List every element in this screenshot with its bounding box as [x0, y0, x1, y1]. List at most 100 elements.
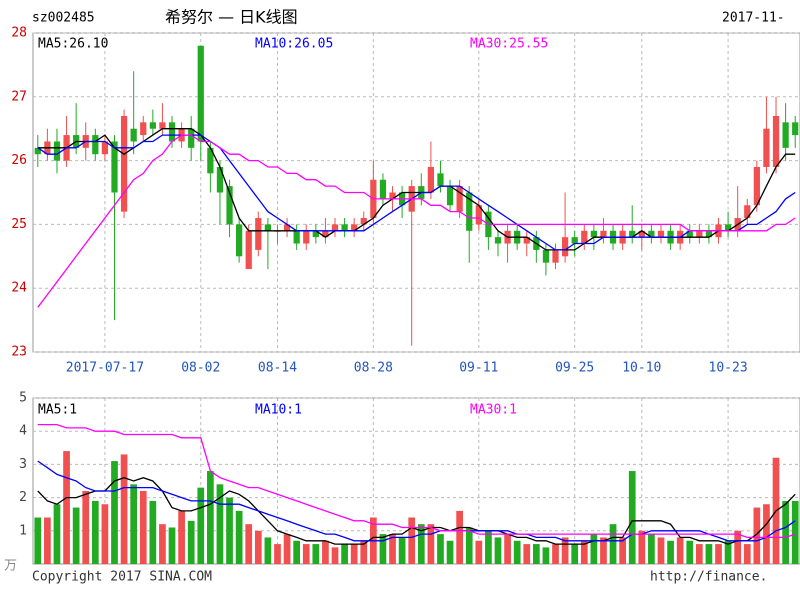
- y-tick-label: 4: [19, 424, 27, 439]
- volume-bar: [197, 487, 205, 564]
- candle-body: [446, 186, 454, 206]
- volume-bar: [561, 537, 569, 564]
- volume-bar: [207, 471, 214, 564]
- candle-body: [600, 230, 607, 238]
- y-tick-label: 5: [19, 391, 27, 406]
- candle-body: [792, 122, 799, 136]
- chart-title: 希努尔 — 日K线图: [165, 8, 298, 27]
- volume-bar: [686, 540, 694, 564]
- candle-body: [283, 224, 291, 231]
- volume-bar: [734, 530, 742, 564]
- volume-bar: [379, 534, 387, 564]
- candle-body: [437, 173, 444, 187]
- x-tick-label: 10-23: [709, 361, 748, 376]
- volume-bar: [63, 451, 70, 564]
- volume-bar: [446, 540, 454, 564]
- candle-body: [475, 205, 482, 225]
- candle-body: [159, 122, 166, 129]
- volume-bar: [91, 500, 99, 564]
- volume-bar: [389, 534, 396, 564]
- volume-bar: [542, 547, 550, 564]
- candle-body: [552, 249, 559, 263]
- candle-body: [581, 230, 588, 244]
- candle-body: [571, 237, 578, 244]
- candle-body: [744, 205, 751, 219]
- candle-body: [696, 230, 703, 238]
- volume-bar: [398, 537, 406, 564]
- legend-label: MA5:26.10: [38, 37, 108, 52]
- y-tick-label: 26: [11, 153, 27, 168]
- volume-bar: [638, 530, 646, 564]
- candle-body: [360, 218, 367, 225]
- candle-body: [629, 230, 636, 238]
- x-tick-label: 2017-07-17: [66, 361, 144, 376]
- volume-bar: [580, 540, 588, 564]
- candle-body: [92, 135, 99, 155]
- volume-bar: [341, 544, 348, 564]
- y-tick-label: 25: [11, 217, 27, 232]
- volume-bar: [763, 504, 770, 564]
- volume-bar: [695, 544, 703, 564]
- volume-bar: [130, 484, 138, 564]
- candle-body: [197, 45, 204, 142]
- volume-bar: [293, 540, 301, 564]
- volume-bar: [53, 504, 61, 564]
- volume-bar: [312, 544, 320, 564]
- x-tick-label: 10-10: [622, 361, 661, 376]
- x-tick-label: 09-11: [459, 361, 498, 376]
- x-tick-label: 08-02: [181, 361, 220, 376]
- volume-bar: [302, 544, 310, 564]
- copyright: Copyright 2017 SINA.COM: [32, 570, 212, 585]
- candle-body: [226, 186, 233, 225]
- volume-bar: [34, 517, 42, 564]
- candle-body: [686, 230, 693, 238]
- candle-body: [494, 237, 502, 244]
- y-tick-label: 24: [11, 281, 27, 296]
- x-tick-label: 08-14: [258, 361, 297, 376]
- volume-bar: [139, 490, 147, 564]
- volume-bar: [791, 500, 799, 564]
- volume-bar: [187, 520, 195, 564]
- volume-bar: [72, 507, 80, 564]
- volume-bar: [590, 534, 598, 564]
- volume-bar: [485, 530, 492, 564]
- ma-line: [37, 423, 796, 539]
- candle-body: [772, 115, 780, 167]
- candle-body: [120, 115, 128, 212]
- plot-frame: [32, 32, 800, 353]
- volume-bar: [120, 454, 128, 564]
- candle-body: [53, 141, 61, 161]
- candle-body: [34, 147, 41, 155]
- candle-body: [427, 166, 434, 193]
- y-tick-label: 2: [19, 490, 27, 505]
- candle-body: [657, 230, 665, 238]
- volume-bar: [226, 497, 233, 564]
- volume-bar: [245, 524, 253, 564]
- ma-line: [37, 460, 796, 542]
- volume-bar: [782, 500, 789, 564]
- y-tick-label: 23: [11, 345, 27, 360]
- legend-label: MA10:26.05: [255, 37, 333, 52]
- source-url: http://finance.: [650, 570, 767, 585]
- volume-bar: [609, 524, 617, 564]
- y-tick-label: 28: [11, 26, 27, 41]
- y-tick-label: 3: [19, 457, 27, 472]
- unit-label: 万: [4, 559, 17, 574]
- candle-body: [782, 122, 789, 148]
- candle-body: [130, 128, 137, 142]
- volume-bar: [283, 534, 291, 564]
- candle-body: [542, 249, 550, 263]
- volume-bar: [159, 524, 166, 564]
- candle-body: [101, 141, 109, 155]
- candle-body: [379, 179, 387, 199]
- candle-body: [312, 230, 319, 238]
- volume-bar: [705, 544, 713, 564]
- candle-body: [561, 237, 569, 257]
- candle-body: [590, 230, 597, 238]
- ma-line: [37, 134, 796, 308]
- candle-body: [207, 147, 214, 174]
- legend-label: MA10:1: [255, 403, 302, 418]
- volume-bar: [513, 540, 521, 564]
- candle-body: [705, 230, 713, 238]
